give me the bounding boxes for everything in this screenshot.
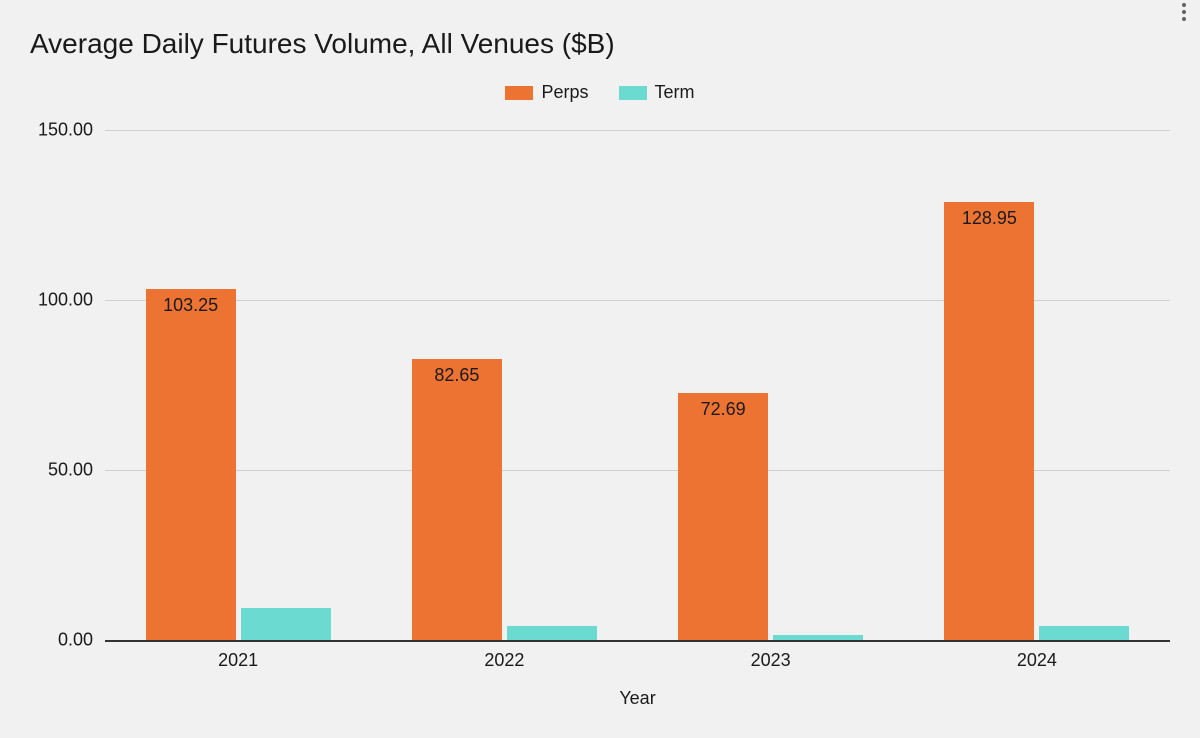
bar-term-2021[interactable] <box>241 608 331 640</box>
bar-term-2022[interactable] <box>507 626 597 640</box>
chart-container: Average Daily Futures Volume, All Venues… <box>0 0 1200 738</box>
y-tick-label: 100.00 <box>38 290 93 311</box>
bar-perps-2023[interactable]: 72.69 <box>678 393 768 640</box>
x-axis-line <box>105 640 1170 642</box>
legend-label-term: Term <box>655 82 695 103</box>
x-tick-label: 2024 <box>1017 650 1057 671</box>
y-tick-label: 150.00 <box>38 120 93 141</box>
bar-perps-2022[interactable]: 82.65 <box>412 359 502 640</box>
plot-area: Year 0.0050.00100.00150.00103.25202182.6… <box>105 130 1170 640</box>
bar-term-2023[interactable] <box>773 635 863 640</box>
legend-item-term[interactable]: Term <box>619 82 695 103</box>
x-tick-label: 2021 <box>218 650 258 671</box>
chart-legend: Perps Term <box>0 82 1200 103</box>
x-tick-label: 2023 <box>751 650 791 671</box>
bar-perps-2021[interactable]: 103.25 <box>146 289 236 640</box>
bar-value-label: 128.95 <box>962 208 1017 229</box>
legend-label-perps: Perps <box>541 82 588 103</box>
y-tick-label: 50.00 <box>48 460 93 481</box>
x-tick-label: 2022 <box>484 650 524 671</box>
legend-swatch-perps <box>505 86 533 100</box>
legend-swatch-term <box>619 86 647 100</box>
bar-perps-2024[interactable]: 128.95 <box>944 202 1034 640</box>
bar-value-label: 72.69 <box>701 399 746 420</box>
more-options-icon[interactable] <box>1174 2 1194 22</box>
gridline <box>105 130 1170 131</box>
chart-title: Average Daily Futures Volume, All Venues… <box>30 28 615 60</box>
y-tick-label: 0.00 <box>58 630 93 651</box>
legend-item-perps[interactable]: Perps <box>505 82 588 103</box>
bar-value-label: 103.25 <box>163 295 218 316</box>
bar-term-2024[interactable] <box>1039 626 1129 640</box>
bar-value-label: 82.65 <box>434 365 479 386</box>
x-axis-label: Year <box>619 688 655 709</box>
